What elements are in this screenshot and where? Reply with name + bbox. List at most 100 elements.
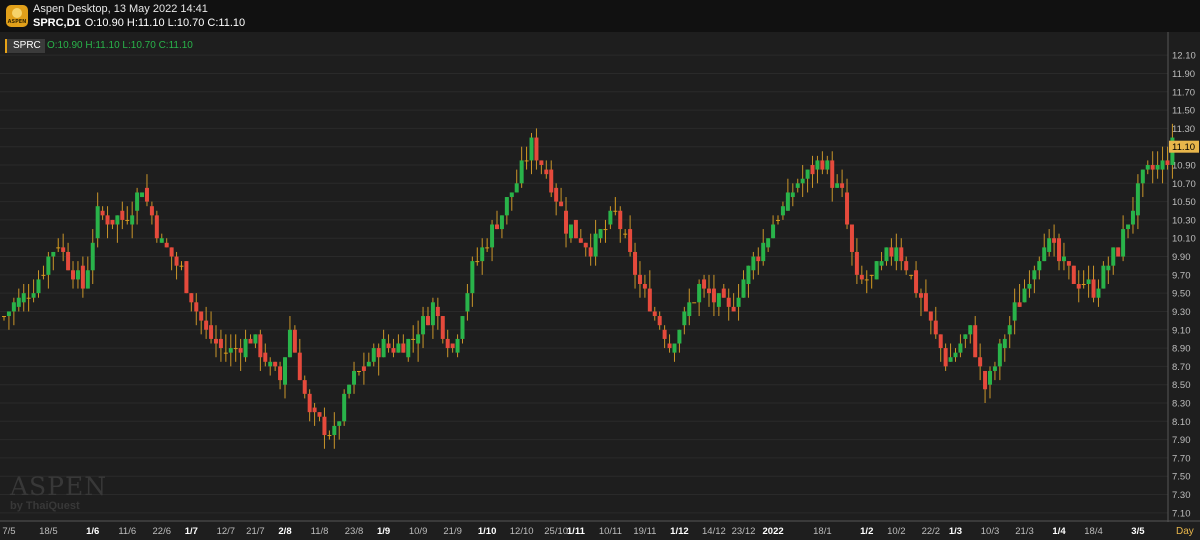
y-tick-label: 8.70	[1172, 362, 1191, 373]
candle-body	[1076, 284, 1081, 289]
candle-body	[56, 247, 61, 249]
candle-body	[11, 302, 16, 312]
y-tick-label: 8.30	[1172, 399, 1191, 410]
candle-body	[608, 210, 613, 225]
candle-body	[1160, 160, 1165, 170]
y-tick-label: 11.50	[1172, 106, 1195, 117]
candle-body	[766, 238, 771, 248]
candle-body	[376, 348, 381, 358]
candle-body	[243, 338, 248, 358]
candle-body	[1017, 302, 1022, 307]
candle-body	[968, 325, 973, 335]
x-tick-label: 1/12	[670, 526, 689, 537]
candle-body	[169, 247, 174, 257]
chart-area[interactable]: 12.10 11.90 11.70 11.50 11.30 11.10 10.90 10.70…	[0, 32, 1200, 540]
y-tick-label: 9.10	[1172, 325, 1191, 336]
candle-body	[992, 366, 997, 371]
candle-body	[923, 293, 928, 312]
candle-body	[115, 215, 120, 225]
header-ohlc-values: O:10.90 H:11.10 L:10.70 C:11.10	[84, 17, 246, 29]
candle-body	[1002, 338, 1007, 349]
candle-body	[1135, 183, 1140, 216]
candle-body	[578, 238, 583, 243]
candle-body	[623, 233, 628, 235]
candle-body	[1012, 302, 1017, 321]
candle-body	[218, 338, 223, 349]
candle-body	[938, 334, 943, 349]
x-tick-label: 22/6	[153, 526, 172, 537]
candle-body	[41, 274, 46, 276]
y-tick-label: 9.30	[1172, 307, 1191, 318]
candle-body	[662, 329, 667, 339]
candle-body	[771, 224, 776, 239]
candle-body	[1121, 229, 1126, 257]
candle-body	[416, 334, 421, 344]
candle-body	[559, 201, 564, 207]
candle-body	[1037, 261, 1042, 271]
candle-body	[736, 297, 741, 307]
x-tick-label: 12/7	[217, 526, 236, 537]
candle-body	[401, 343, 406, 353]
candle-body	[125, 219, 130, 221]
candle-body	[524, 160, 529, 162]
y-tick-label: 9.90	[1172, 252, 1191, 263]
candle-body	[2, 316, 6, 318]
candle-body	[179, 265, 184, 267]
candle-body	[135, 192, 140, 211]
candle-body	[953, 352, 958, 358]
candle-body	[490, 224, 495, 248]
candle-body	[213, 338, 218, 344]
candle-body	[90, 242, 95, 271]
x-tick-label: 18/4	[1084, 526, 1103, 537]
candle-body	[411, 338, 416, 340]
candle-body	[440, 316, 445, 339]
candle-body	[238, 348, 243, 353]
candle-body	[268, 361, 273, 367]
candle-body	[529, 137, 534, 161]
x-tick-label: 1/4	[1052, 526, 1066, 537]
candle-body	[504, 197, 509, 216]
candle-body	[1101, 265, 1106, 289]
candle-body	[100, 210, 105, 216]
candle-body	[884, 247, 889, 262]
candle-body	[706, 288, 711, 294]
candle-body	[667, 343, 672, 349]
candle-body	[1047, 238, 1052, 252]
candle-body	[435, 306, 440, 317]
candle-body	[233, 348, 238, 350]
candle-body	[75, 270, 80, 280]
candle-body	[840, 183, 845, 188]
candle-body	[130, 215, 135, 225]
candle-body	[6, 311, 11, 317]
candle-body	[568, 224, 573, 239]
candle-body	[554, 187, 559, 202]
candle-body	[194, 302, 199, 312]
candle-body	[1155, 165, 1160, 170]
legend-ohlc: O:10.90 H:11.10 L:10.70 C:11.10	[47, 40, 193, 51]
candle-body	[460, 316, 465, 339]
x-tick-label: 10/3	[981, 526, 1000, 537]
x-tick-label: 3/5	[1131, 526, 1145, 537]
candle-body	[642, 284, 647, 289]
x-tick-label: 23/8	[345, 526, 364, 537]
candle-body	[347, 384, 352, 394]
candle-body	[1106, 265, 1111, 271]
y-tick-label: 9.50	[1172, 289, 1191, 300]
timeframe-label[interactable]: Day	[1176, 526, 1194, 537]
candle-body	[455, 338, 460, 353]
candle-body	[731, 306, 736, 312]
candle-body	[495, 224, 499, 230]
candle-body	[810, 165, 815, 175]
x-tick-label: 1/11	[567, 526, 586, 537]
candle-body	[963, 334, 968, 339]
candle-body	[672, 343, 677, 353]
candle-body	[1022, 288, 1027, 303]
candle-body	[480, 247, 485, 262]
symbol-tag[interactable]: SPRC	[5, 39, 45, 53]
x-tick-label: 10/2	[887, 526, 906, 537]
candle-body	[859, 274, 864, 280]
candle-body	[849, 224, 854, 252]
candlestick-chart[interactable]: 12.10 11.90 11.70 11.50 11.30 11.10 10.90 10.70…	[0, 32, 1200, 540]
candle-body	[317, 412, 322, 417]
candle-body	[835, 183, 840, 188]
